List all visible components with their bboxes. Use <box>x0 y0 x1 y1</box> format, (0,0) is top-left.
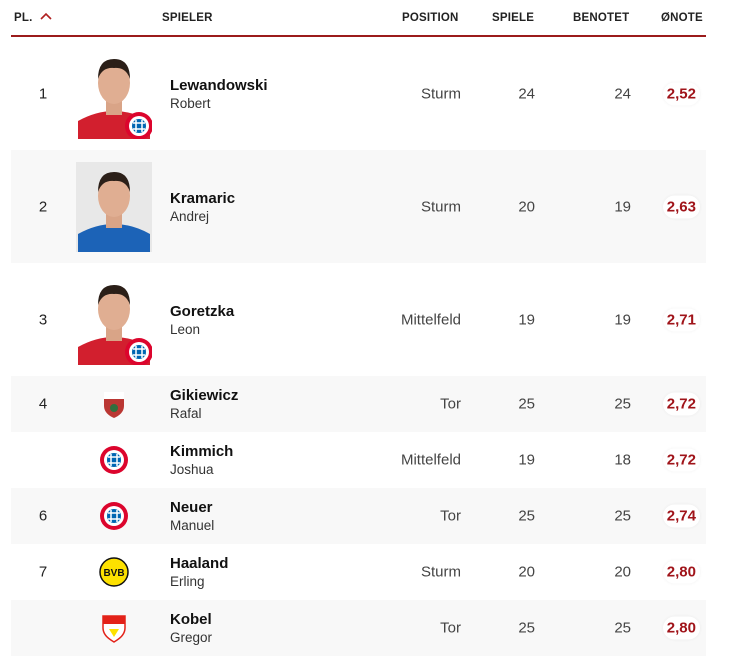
rank: 6 <box>38 507 48 525</box>
rank: 4 <box>38 395 48 413</box>
player-last-name: Gikiewicz <box>170 387 239 404</box>
player-name[interactable]: Lewandowski Robert <box>170 77 268 111</box>
column-rated-header[interactable]: BENOTET <box>573 12 630 24</box>
position: Mittelfeld <box>400 311 461 328</box>
player-last-name: Kramaric <box>170 189 236 207</box>
position: Sturm <box>420 198 461 215</box>
average-grade: 2,80 <box>662 560 700 584</box>
club-crest-icon <box>125 111 152 139</box>
player-last-name: Lewandowski <box>170 76 268 94</box>
player-photo <box>76 161 152 252</box>
player-last-name: Goretzka <box>170 302 235 320</box>
svg-text:BVB: BVB <box>103 568 124 579</box>
player-first-name: Manuel <box>170 518 215 533</box>
position: Tor <box>440 507 461 525</box>
rated-games: 19 <box>614 311 631 328</box>
average-grade: 2,63 <box>662 195 700 218</box>
player-first-name: Erling <box>170 574 205 589</box>
games: 25 <box>518 507 535 525</box>
club-crest-icon <box>125 337 152 365</box>
player-name[interactable]: Kramaric Andrej <box>170 190 235 224</box>
table-row[interactable]: 1 Lewandowski Robert Sturm 24 24 2,52 <box>11 37 706 150</box>
position: Tor <box>440 395 461 413</box>
average-grade: 2,80 <box>662 616 700 640</box>
player-photo <box>76 275 152 365</box>
rated-games: 20 <box>614 563 631 581</box>
column-player-header[interactable]: SPIELER <box>162 12 213 24</box>
rank: 7 <box>38 563 48 581</box>
player-name[interactable]: Haaland Erling <box>170 555 228 589</box>
player-last-name: Kobel <box>170 611 212 628</box>
table-row[interactable]: Kimmich Joshua Mittelfeld 19 18 2,72 <box>11 432 706 488</box>
column-games-header[interactable]: SPIELE <box>492 12 535 24</box>
rated-games: 25 <box>614 507 631 525</box>
augsburg-crest-icon <box>99 389 129 419</box>
games: 24 <box>518 85 535 102</box>
player-first-name: Leon <box>170 321 201 337</box>
table-row[interactable]: 2 Kramaric Andrej Sturm 20 19 2,63 <box>11 150 706 263</box>
average-grade: 2,52 <box>662 82 700 105</box>
player-last-name: Neuer <box>170 499 213 516</box>
table-row[interactable]: 3 Goretzka Leon Mittelfeld 19 19 2,71 <box>11 263 706 376</box>
games: 19 <box>518 311 535 328</box>
games: 25 <box>518 395 535 413</box>
games: 20 <box>518 198 535 215</box>
games: 20 <box>518 563 535 581</box>
rank: 1 <box>38 85 48 102</box>
average-grade: 2,72 <box>662 448 700 472</box>
player-photo <box>76 49 152 139</box>
bayern-crest-icon <box>99 501 129 531</box>
player-last-name: Haaland <box>170 555 229 572</box>
position: Sturm <box>420 85 461 102</box>
rank: 2 <box>38 198 48 215</box>
rated-games: 24 <box>614 85 631 102</box>
average-grade: 2,71 <box>662 308 700 331</box>
player-first-name: Andrej <box>170 208 210 224</box>
rated-games: 25 <box>614 619 631 637</box>
player-name[interactable]: Goretzka Leon <box>170 303 234 337</box>
table-row[interactable]: Kobel Gregor Tor 25 25 2,80 <box>11 600 706 656</box>
table-row[interactable]: 7 BVB Haaland Erling Sturm 20 20 2,80 <box>11 544 706 600</box>
stuttgart-crest-icon <box>99 613 129 643</box>
player-name[interactable]: Gikiewicz Rafal <box>170 387 238 421</box>
games: 25 <box>518 619 535 637</box>
average-grade: 2,72 <box>662 392 700 416</box>
chevron-up-icon <box>40 12 52 20</box>
dortmund-crest-icon: BVB <box>99 557 129 587</box>
player-first-name: Joshua <box>170 462 214 477</box>
position: Tor <box>440 619 461 637</box>
rank-header-label: PL. <box>14 12 33 24</box>
rated-games: 18 <box>614 451 631 469</box>
table-row[interactable]: 6 Neuer Manuel Tor 25 25 2,74 <box>11 488 706 544</box>
column-avg-header[interactable]: ØNOTE <box>661 12 703 24</box>
rank: 3 <box>38 311 48 328</box>
column-position-header[interactable]: POSITION <box>402 12 459 24</box>
bayern-crest-icon <box>99 445 129 475</box>
games: 19 <box>518 451 535 469</box>
column-rank-header[interactable]: PL. <box>14 12 52 24</box>
player-first-name: Robert <box>170 95 211 111</box>
player-first-name: Gregor <box>170 630 213 645</box>
position: Sturm <box>420 563 461 581</box>
rated-games: 25 <box>614 395 631 413</box>
player-last-name: Kimmich <box>170 443 234 460</box>
table-header: PL. SPIELER POSITION SPIELE BENOTET ØNOT… <box>11 0 706 37</box>
rated-games: 19 <box>614 198 631 215</box>
table-row[interactable]: 4 Gikiewicz Rafal Tor 25 25 2,72 <box>11 376 706 432</box>
player-name[interactable]: Neuer Manuel <box>170 499 214 533</box>
player-name[interactable]: Kobel Gregor <box>170 611 212 645</box>
player-name[interactable]: Kimmich Joshua <box>170 443 233 477</box>
position: Mittelfeld <box>400 451 461 469</box>
player-first-name: Rafal <box>170 406 202 421</box>
average-grade: 2,74 <box>662 504 700 528</box>
